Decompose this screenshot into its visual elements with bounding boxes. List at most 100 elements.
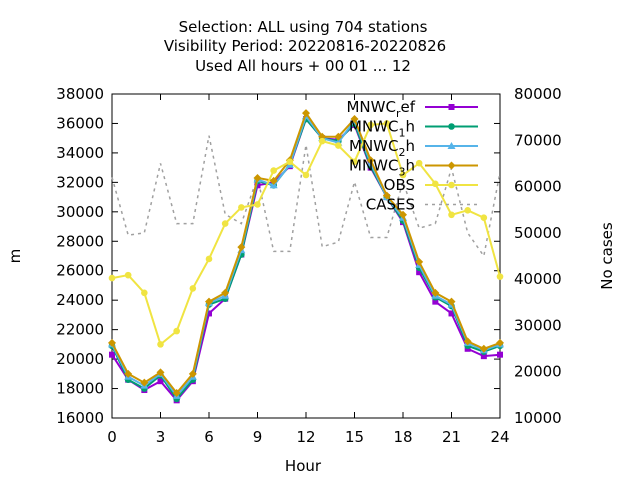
legend-label-sub: r — [396, 107, 401, 120]
data-point-mnwc-3h — [350, 115, 359, 124]
data-point-obs — [108, 274, 116, 282]
series-mnwc-1h — [108, 115, 504, 403]
y2-tick-label: 40000 — [514, 270, 562, 288]
x-tick-label: 12 — [296, 428, 315, 446]
data-point-obs — [238, 204, 245, 211]
legend-label-sub: 2 — [398, 146, 405, 159]
x-tick-label: 9 — [253, 428, 263, 446]
y-tick-label: 38000 — [56, 85, 104, 103]
data-point-mnwc-ref — [480, 353, 487, 360]
series-line-mnwc-2h — [111, 113, 501, 398]
data-point-mnwc-3h — [172, 388, 181, 397]
data-point-obs — [464, 207, 471, 214]
legend-label-tail: h — [405, 137, 415, 155]
legend-item: MNWC1h — [349, 118, 478, 140]
data-point-mnwc-3h — [366, 156, 375, 165]
legend-label: MNWC2h — [349, 137, 415, 159]
data-point-mnwc-3h — [431, 288, 440, 297]
series-line-cases — [111, 135, 501, 258]
x-axis-label: Hour — [285, 457, 322, 475]
data-point-mnwc-ref — [448, 310, 455, 317]
data-point-mnwc-3h — [156, 368, 165, 377]
data-point-obs — [141, 289, 148, 297]
data-point-mnwc-ref — [157, 378, 164, 385]
y2-tick-label: 50000 — [514, 224, 562, 242]
data-point-mnwc-3h — [479, 344, 488, 353]
data-point-mnwc-3h — [463, 337, 472, 346]
y-tick-label: 24000 — [56, 291, 104, 309]
y-tick-label: 34000 — [56, 144, 104, 162]
legend-item: MNWC2h — [349, 137, 478, 159]
data-point-obs — [399, 171, 407, 179]
y-axis-label: m — [6, 249, 24, 264]
legend-swatch-marker — [447, 142, 456, 149]
data-point-mnwc-3h — [399, 210, 407, 219]
legend-label: MNWCref — [346, 98, 415, 120]
data-point-obs — [270, 167, 277, 174]
y2-axis-label: No cases — [598, 222, 616, 290]
data-point-mnwc-3h — [140, 378, 149, 387]
series-cases — [111, 135, 501, 258]
legend-label-sub: 3 — [398, 166, 405, 179]
data-point-obs — [189, 285, 197, 292]
y-axis-ticks: 16000 18000 20000 22000 24000 26000 28000 30000… — [56, 85, 500, 427]
legend-label-main: OBS — [384, 176, 415, 194]
y2-tick-label: 10000 — [514, 409, 562, 427]
data-point-mnwc-3h — [415, 257, 424, 266]
data-point-mnwc-ref — [416, 269, 423, 276]
title-line-1: Selection: ALL using 704 stations — [179, 18, 428, 36]
data-point-mnwc-3h — [124, 369, 133, 378]
series-line-mnwc-ref — [111, 117, 501, 402]
data-point-mnwc-3h — [188, 369, 197, 378]
y2-tick-label: 30000 — [514, 316, 562, 334]
x-tick-label: 18 — [393, 428, 412, 446]
data-point-obs — [415, 159, 423, 167]
y2-tick-label: 80000 — [514, 85, 562, 103]
title-line-2: Visibility Period: 20220816-20220826 — [164, 37, 446, 55]
data-point-mnwc-ref — [497, 351, 503, 358]
data-point-obs — [221, 220, 229, 227]
legend-label: OBS — [384, 176, 415, 194]
data-point-mnwc-3h — [334, 132, 343, 141]
series-mnwc-3h — [108, 109, 504, 397]
data-point-obs — [480, 214, 488, 222]
plot-frame — [111, 93, 501, 419]
x-tick-label: 15 — [345, 428, 364, 446]
x-tick-label: 24 — [490, 428, 509, 446]
legend-item: CASES — [366, 196, 478, 214]
data-point-obs — [286, 158, 294, 166]
y-tick-label: 16000 — [56, 409, 104, 427]
series-line-obs — [111, 122, 501, 347]
data-point-obs — [124, 271, 132, 279]
legend-label-main: MNWC — [349, 118, 398, 136]
data-point-mnwc-3h — [382, 191, 391, 200]
y2-tick-label: 20000 — [514, 363, 562, 381]
legend-swatch-marker — [447, 161, 456, 170]
series-line-mnwc-3h — [111, 110, 501, 395]
legend-label: MNWC3h — [349, 157, 415, 179]
data-point-mnwc-3h — [447, 297, 456, 306]
y-tick-label: 22000 — [56, 321, 104, 339]
y-tick-label: 26000 — [56, 262, 104, 280]
y2-axis-ticks: 10000 20000 30000 40000 50000 60000 70000 80000 — [514, 85, 562, 427]
data-point-mnwc-ref — [206, 310, 212, 317]
legend-label-main: CASES — [366, 196, 415, 214]
data-point-mnwc-3h — [302, 109, 310, 118]
legend-label-tail: ef — [400, 98, 415, 116]
legend-label: MNWC1h — [349, 118, 415, 140]
data-point-obs — [448, 211, 455, 219]
x-tick-label: 6 — [204, 428, 214, 446]
series-mnwc-ref — [109, 116, 503, 404]
series-obs — [108, 120, 504, 348]
x-tick-label: 0 — [107, 428, 117, 446]
title-line-3: Used All hours + 00 01 ... 12 — [195, 57, 411, 75]
y-tick-label: 28000 — [56, 232, 104, 250]
data-point-obs — [173, 327, 180, 335]
data-point-mnwc-ref — [109, 351, 115, 358]
data-point-mnwc-3h — [108, 338, 116, 347]
data-point-obs — [302, 171, 310, 179]
legend-label-tail: h — [405, 118, 415, 136]
data-point-obs — [157, 341, 164, 348]
